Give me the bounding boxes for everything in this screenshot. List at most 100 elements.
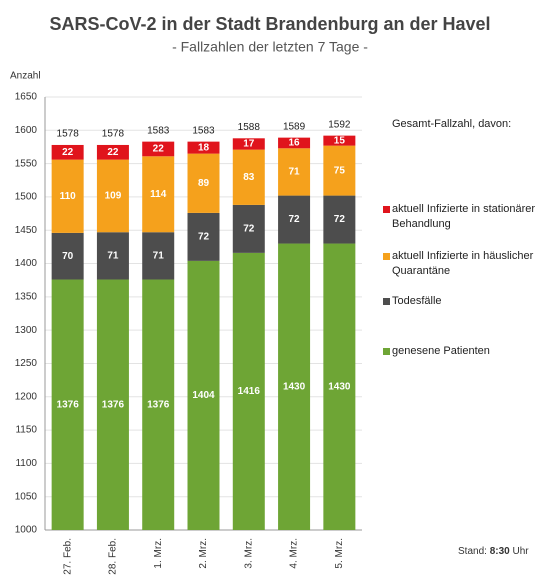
bar-segment (232, 204, 265, 253)
legend-swatch (383, 348, 390, 355)
bar-segment (278, 243, 311, 531)
data-label: 72 (289, 214, 301, 225)
data-label: 110 (60, 191, 77, 202)
bar-segment (232, 138, 265, 150)
data-label: 89 (198, 178, 210, 189)
data-label: 1376 (102, 399, 125, 410)
y-tick-label: 1400 (15, 258, 38, 269)
data-label: 1404 (192, 390, 215, 401)
x-tick-label: 28. Feb. (108, 538, 119, 575)
legend-label: aktuell Infizierte in stationärer Behand… (392, 203, 536, 230)
bar-segment (232, 149, 265, 205)
x-tick-label: 4. Mrz. (289, 538, 300, 569)
bar-segment (142, 279, 175, 530)
y-tick-label: 1450 (15, 225, 38, 236)
chart-subtitle: - Fallzahlen der letzten 7 Tage - (172, 39, 368, 55)
y-tick-label: 1100 (15, 458, 37, 469)
stand-suffix: Uhr (513, 546, 530, 557)
bar-segment (51, 232, 84, 280)
y-tick-label: 1500 (15, 192, 38, 203)
y-tick-label: 1000 (15, 525, 38, 536)
chart-title: SARS-CoV-2 in der Stadt Brandenburg an d… (49, 14, 490, 34)
data-label: 71 (153, 251, 165, 262)
y-tick-label: 1050 (15, 491, 38, 502)
y-tick-label: 1650 (15, 92, 38, 103)
data-label: 1430 (283, 381, 306, 392)
y-tick-label: 1350 (15, 291, 38, 302)
data-label: 1376 (57, 399, 80, 410)
bar-segment (187, 141, 220, 154)
legend-label: Todesfälle (392, 295, 442, 307)
data-label: 22 (153, 144, 165, 155)
data-label: 1430 (328, 381, 351, 392)
bar-segment (51, 144, 84, 160)
stand-time: 8:30 (490, 546, 510, 557)
total-label: 1589 (283, 121, 306, 132)
bar-segment (142, 232, 175, 280)
bar-segment (323, 145, 356, 196)
bar-segment (187, 260, 220, 530)
data-label: 72 (198, 232, 210, 243)
data-label: 15 (334, 135, 346, 146)
legend-swatch (383, 298, 390, 305)
bar-segment (278, 195, 311, 244)
legend-label: aktuell Infizierte in häuslicher Quarant… (392, 250, 534, 277)
x-tick-label: 5. Mrz. (334, 538, 345, 569)
bar-segment (96, 159, 129, 233)
legend-swatch (383, 253, 390, 260)
data-label: 16 (289, 138, 301, 149)
bar-segment (232, 252, 265, 530)
bar-segment (51, 159, 84, 233)
bar-segment (278, 137, 311, 149)
total-label: 1583 (147, 125, 170, 136)
data-label: 71 (289, 167, 301, 178)
legend-label: genesene Patienten (392, 345, 490, 357)
bar-segment (142, 156, 175, 233)
bar-segment (323, 243, 356, 531)
data-label: 17 (243, 139, 255, 150)
y-axis-label: Anzahl (10, 71, 41, 82)
data-label: 72 (334, 214, 346, 225)
data-label: 71 (107, 251, 119, 262)
x-tick-label: 27. Feb. (62, 538, 73, 575)
legend-title: Gesamt-Fallzahl, davon: (392, 118, 512, 130)
legend-swatch (383, 206, 390, 213)
total-label: 1578 (102, 129, 125, 140)
data-label: 1416 (238, 386, 261, 397)
total-label: 1578 (57, 129, 80, 140)
y-tick-label: 1200 (15, 391, 38, 402)
y-tick-label: 1300 (15, 325, 38, 336)
bar-segment (187, 153, 220, 213)
data-label: 72 (243, 224, 255, 235)
bar-segment (323, 195, 356, 244)
x-tick-label: 2. Mrz. (198, 538, 209, 569)
bar-segment (278, 148, 311, 196)
y-tick-label: 1250 (15, 358, 38, 369)
bar-segment (187, 212, 220, 261)
data-label: 75 (334, 165, 346, 176)
stand: Stand: 8:30 Uhr (458, 546, 529, 557)
data-label: 22 (107, 147, 119, 158)
data-label: 70 (62, 251, 74, 262)
bar-segment (51, 279, 84, 530)
total-label: 1588 (238, 122, 261, 133)
y-tick-label: 1550 (15, 158, 38, 169)
data-label: 83 (243, 172, 255, 183)
data-label: 109 (105, 191, 122, 202)
bar-segment (96, 144, 129, 160)
data-label: 1376 (147, 399, 170, 410)
x-tick-label: 3. Mrz. (243, 538, 254, 569)
stand-label: Stand: (458, 546, 487, 557)
x-tick-label: 1. Mrz. (153, 538, 164, 569)
data-label: 114 (150, 189, 167, 200)
bar-segment (96, 279, 129, 530)
y-tick-label: 1600 (15, 125, 38, 136)
bar-segment (323, 135, 356, 146)
data-label: 18 (198, 142, 210, 153)
data-label: 22 (62, 147, 74, 158)
y-tick-label: 1150 (15, 425, 37, 436)
total-label: 1592 (328, 119, 351, 130)
bar-segment (96, 232, 129, 280)
